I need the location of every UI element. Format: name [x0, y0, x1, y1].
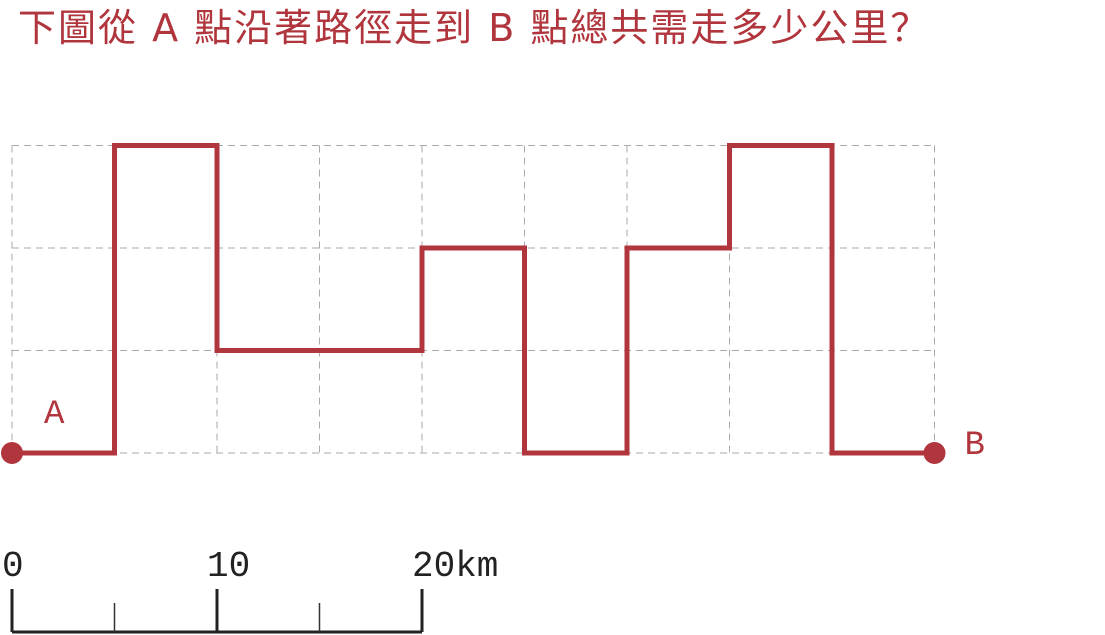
question-text: 下圖從 A 點沿著路徑走到 B 點總共需走多少公里？	[18, 6, 931, 50]
scale-tick-label: 20km	[412, 546, 498, 587]
scale-tick-label: 10	[207, 546, 250, 587]
scale-tick-label: 0	[2, 546, 24, 587]
point-a-marker	[1, 442, 23, 464]
scale-bar: 0 10 20km	[2, 546, 498, 634]
point-b-marker	[923, 442, 946, 464]
point-b-label: B	[965, 427, 985, 465]
grid	[11, 145, 935, 454]
route-path	[12, 143, 935, 456]
point-a-label: A	[44, 396, 65, 434]
